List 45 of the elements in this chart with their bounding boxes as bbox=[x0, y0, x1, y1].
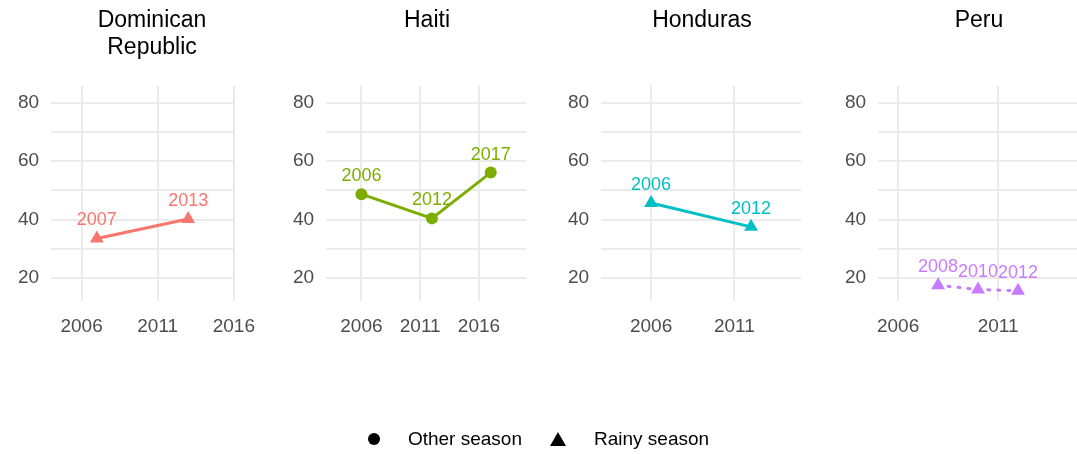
x-tick-label: 2016 bbox=[457, 314, 501, 336]
x-tick-label: 2006 bbox=[340, 314, 383, 336]
y-tick-label: 40 bbox=[844, 207, 867, 229]
annotation: 2006 bbox=[631, 173, 672, 194]
x-tick-label: 2011 bbox=[977, 314, 1019, 336]
point bbox=[484, 166, 497, 179]
annotation: 2008 bbox=[918, 256, 959, 277]
annotation: 2013 bbox=[168, 189, 209, 210]
y-tick-label: 60 bbox=[292, 149, 315, 171]
y-tick-label: 20 bbox=[292, 266, 315, 288]
x-tick-label: 2006 bbox=[876, 314, 920, 336]
y-tick-label: 80 bbox=[844, 91, 867, 113]
y-tick-label: 60 bbox=[844, 149, 867, 171]
chart-title: Peru bbox=[954, 6, 1004, 33]
annotation: 2010 bbox=[958, 260, 999, 281]
x-tick-label: 2006 bbox=[629, 314, 673, 336]
annotation: 2012 bbox=[731, 197, 772, 218]
x-tick-label: 2011 bbox=[137, 314, 179, 336]
y-tick-label: 40 bbox=[292, 207, 315, 229]
annotation: 2006 bbox=[341, 165, 382, 186]
y-tick-label: 60 bbox=[567, 149, 590, 171]
y-tick-label: 20 bbox=[17, 266, 40, 288]
annotation: 2012 bbox=[998, 261, 1039, 282]
x-tick-label: 2016 bbox=[212, 314, 256, 336]
y-tick-label: 60 bbox=[17, 149, 40, 171]
text: Other season bbox=[407, 428, 522, 450]
x-tick-label: 2011 bbox=[399, 314, 441, 336]
y-tick-label: 20 bbox=[844, 266, 867, 288]
point bbox=[355, 188, 368, 201]
text: Rainy season bbox=[593, 428, 710, 450]
chart-title: Honduras bbox=[652, 6, 752, 33]
y-tick-label: 40 bbox=[17, 207, 40, 229]
y-tick-label: 80 bbox=[17, 91, 40, 113]
chart-title: Dominican Republic bbox=[96, 6, 208, 60]
x-tick-label: 2011 bbox=[713, 314, 755, 336]
chart-title: Haiti bbox=[403, 6, 450, 33]
y-tick-label: 80 bbox=[567, 91, 590, 113]
annotation: 2017 bbox=[470, 143, 511, 164]
y-tick-label: 40 bbox=[567, 207, 590, 229]
y-tick-label: 80 bbox=[292, 91, 315, 113]
x-tick-label: 2006 bbox=[60, 314, 103, 336]
annotation: 2012 bbox=[411, 189, 452, 210]
annotation: 2007 bbox=[76, 209, 117, 230]
point bbox=[425, 212, 438, 225]
y-tick-label: 20 bbox=[567, 266, 590, 288]
